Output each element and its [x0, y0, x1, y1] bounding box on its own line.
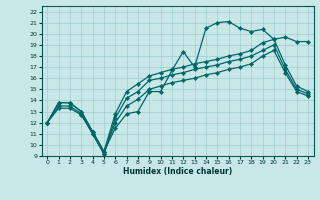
- X-axis label: Humidex (Indice chaleur): Humidex (Indice chaleur): [123, 167, 232, 176]
